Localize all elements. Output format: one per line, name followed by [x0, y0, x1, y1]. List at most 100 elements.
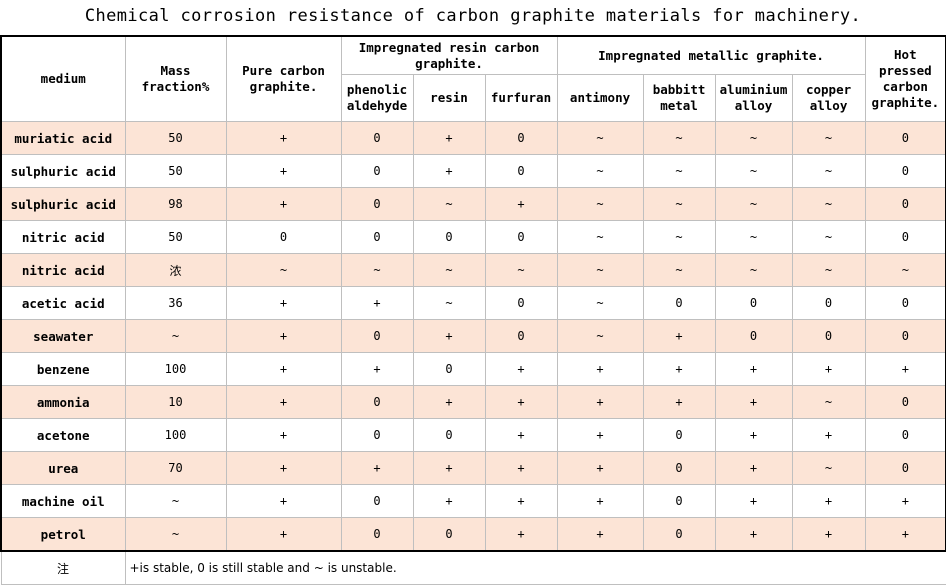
cell-rating: 0 — [484, 319, 558, 353]
cell-rating: 0 — [412, 220, 486, 254]
cell-medium: benzene — [0, 352, 126, 386]
header-furfuran: furfuran — [484, 74, 558, 122]
table-row: nitric acid 50 0 0 0 0 ~ ~ ~ ~0 — [0, 220, 946, 254]
table-row: nitric acid 浓 ~ ~ ~ ~ ~ ~ ~ ~ ~ — [0, 253, 946, 287]
cell-rating: 0 — [864, 154, 946, 188]
note-text: +is stable, 0 is still stable and ~ is u… — [124, 550, 946, 585]
cell-rating: 0 — [340, 220, 414, 254]
cell-rating: 0 — [864, 451, 946, 485]
table-row: acetone 100 +0 0 + +0 + +0 — [0, 418, 946, 452]
cell-rating: ~ — [714, 154, 793, 188]
cell-rating: 0 — [412, 418, 486, 452]
cell-rating: ~ — [340, 253, 414, 287]
cell-rating: ~ — [412, 187, 486, 221]
table-row: muriatic acid 50 +0 +0 ~ ~ ~ ~0 — [0, 121, 946, 155]
cell-medium: acetone — [0, 418, 126, 452]
cell-rating: 0 — [340, 319, 414, 353]
cell-rating: + — [484, 385, 558, 419]
cell-rating: ~ — [556, 220, 644, 254]
header-resin-group: Impregnated resin carbon graphite. — [340, 35, 558, 76]
cell-rating: 0 — [642, 418, 716, 452]
cell-rating: 0 — [864, 319, 946, 353]
cell-rating: 0 — [791, 286, 866, 320]
cell-rating: + — [791, 517, 866, 552]
cell-rating: + — [225, 517, 342, 552]
cell-rating: 0 — [340, 517, 414, 552]
cell-medium: seawater — [0, 319, 126, 353]
cell-rating: 0 — [340, 121, 414, 155]
cell-rating: + — [556, 517, 644, 552]
cell-mass-fraction: ~ — [124, 484, 227, 518]
table-row: seawater ~ +0 +0 ~ +0 0 0 — [0, 319, 946, 353]
cell-rating: 0 — [340, 187, 414, 221]
header-metallic-group: Impregnated metallic graphite. — [556, 35, 866, 76]
cell-mass-fraction: 98 — [124, 187, 227, 221]
cell-rating: + — [225, 187, 342, 221]
cell-rating: + — [484, 517, 558, 552]
table-row: benzene 100 + +0 + + + + + + — [0, 352, 946, 386]
cell-mass-fraction: 50 — [124, 121, 227, 155]
cell-rating: + — [340, 352, 414, 386]
cell-rating: + — [864, 517, 946, 552]
cell-rating: + — [484, 187, 558, 221]
cell-mass-fraction: 70 — [124, 451, 227, 485]
cell-rating: ~ — [225, 253, 342, 287]
cell-rating: + — [225, 484, 342, 518]
cell-rating: 0 — [484, 121, 558, 155]
cell-mass-fraction: 浓 — [124, 253, 227, 287]
cell-rating: 0 — [864, 385, 946, 419]
cell-rating: ~ — [714, 253, 793, 287]
cell-rating: 0 — [225, 220, 342, 254]
table-row: ammonia 10 +0 + + + + + ~0 — [0, 385, 946, 419]
cell-rating: ~ — [556, 154, 644, 188]
cell-medium: ammonia — [0, 385, 126, 419]
cell-rating: + — [412, 385, 486, 419]
cell-rating: 0 — [340, 154, 414, 188]
cell-rating: 0 — [484, 286, 558, 320]
cell-medium: sulphuric acid — [0, 154, 126, 188]
cell-rating: ~ — [791, 187, 866, 221]
cell-rating: 0 — [864, 418, 946, 452]
cell-rating: + — [864, 484, 946, 518]
cell-rating: + — [714, 484, 793, 518]
cell-rating: ~ — [642, 121, 716, 155]
cell-rating: + — [642, 319, 716, 353]
cell-rating: + — [412, 121, 486, 155]
cell-rating: ~ — [864, 253, 946, 287]
cell-mass-fraction: ~ — [124, 319, 227, 353]
cell-rating: ~ — [791, 385, 866, 419]
cell-rating: 0 — [642, 451, 716, 485]
table-body: muriatic acid 50 +0 +0 ~ ~ ~ ~0 sulphuric acid 50… — [0, 121, 946, 552]
cell-mass-fraction: ~ — [124, 517, 227, 552]
cell-medium: acetic acid — [0, 286, 126, 320]
cell-rating: + — [642, 352, 716, 386]
cell-rating: 0 — [412, 517, 486, 552]
cell-mass-fraction: 10 — [124, 385, 227, 419]
cell-rating: ~ — [556, 319, 644, 353]
header-mass-fraction: Mass fraction% — [124, 35, 227, 122]
cell-medium: petrol — [0, 517, 126, 552]
cell-rating: ~ — [642, 154, 716, 188]
cell-rating: ~ — [412, 286, 486, 320]
cell-rating: 0 — [340, 484, 414, 518]
cell-mass-fraction: 100 — [124, 352, 227, 386]
note-label: 注 — [0, 550, 126, 585]
table-row: acetic acid 36 + + ~0 ~0 0 0 0 — [0, 286, 946, 320]
cell-rating: + — [412, 484, 486, 518]
cell-rating: + — [791, 484, 866, 518]
cell-mass-fraction: 50 — [124, 220, 227, 254]
cell-rating: ~ — [556, 253, 644, 287]
cell-medium: nitric acid — [0, 220, 126, 254]
table-title: Chemical corrosion resistance of carbon … — [84, 6, 862, 26]
cell-rating: + — [556, 352, 644, 386]
cell-medium: urea — [0, 451, 126, 485]
cell-rating: + — [225, 352, 342, 386]
cell-rating: 0 — [340, 418, 414, 452]
cell-rating: + — [791, 352, 866, 386]
cell-medium: muriatic acid — [0, 121, 126, 155]
cell-mass-fraction: 50 — [124, 154, 227, 188]
cell-rating: 0 — [642, 517, 716, 552]
table-row: urea 70 + + + + +0 + ~0 — [0, 451, 946, 485]
cell-rating: 0 — [864, 187, 946, 221]
header-medium: medium — [0, 35, 126, 122]
